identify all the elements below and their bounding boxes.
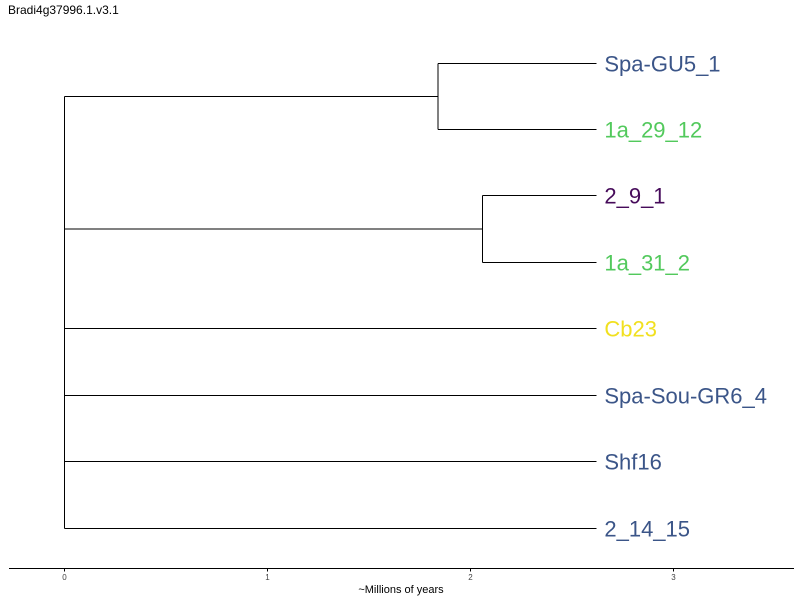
tip-labels: Spa-GU5_1 1a_29_12 2_9_1 1a_31_2 Cb23 Spa-Sou… — [604, 52, 767, 542]
x-axis-tick-label: 2 — [468, 573, 473, 582]
x-axis-title: ~Millions of years — [358, 584, 444, 596]
x-axis-tick-label: 0 — [62, 573, 67, 582]
tip-label: Spa-Sou-GR6_4 — [604, 384, 767, 409]
x-axis-ticks: 0 1 2 3 — [62, 568, 676, 582]
tip-label: Spa-GU5_1 — [604, 52, 720, 77]
tree-branches — [64, 63, 597, 529]
tip-label: Shf16 — [604, 450, 662, 475]
tip-label: 1a_31_2 — [604, 251, 690, 276]
tip-label: Cb23 — [604, 317, 657, 342]
tip-label: 2_9_1 — [604, 184, 665, 209]
x-axis-tick-label: 3 — [671, 573, 676, 582]
x-axis: 0 1 2 3 ~Millions of years — [9, 568, 794, 596]
tip-label: 2_14_15 — [604, 517, 690, 542]
tip-label: 1a_29_12 — [604, 118, 702, 143]
figure-title: Bradi4g37996.1.v3.1 — [8, 3, 119, 17]
x-axis-tick-label: 1 — [265, 573, 270, 582]
